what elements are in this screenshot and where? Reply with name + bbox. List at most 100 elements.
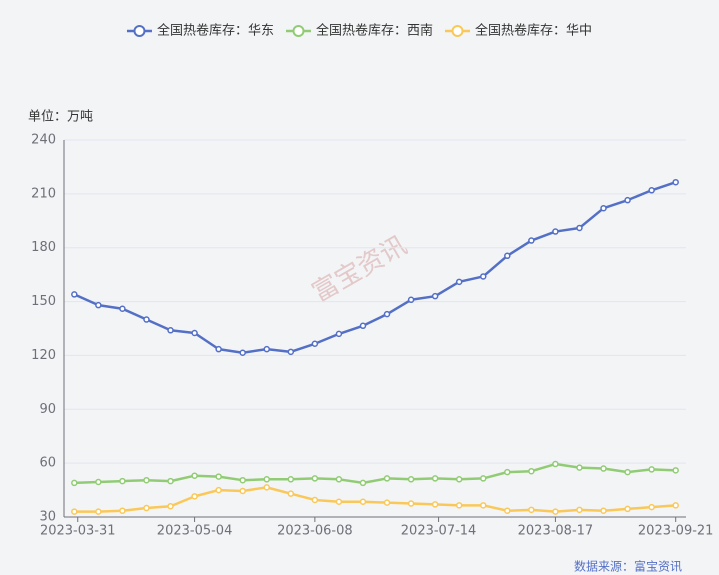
data-point — [191, 472, 198, 479]
data-point — [672, 467, 679, 474]
unit-label: 单位：万吨 — [28, 110, 93, 125]
x-tick-label: 2023-06-08 — [277, 524, 353, 539]
data-point — [383, 475, 391, 482]
series-line — [74, 486, 676, 513]
data-point — [71, 291, 78, 298]
x-tick-label: 2023-05-04 — [157, 524, 233, 539]
data-point — [455, 476, 463, 483]
data-point — [552, 460, 559, 468]
data-point — [287, 476, 295, 483]
watermark: 富宝资讯 — [307, 231, 412, 309]
data-point — [407, 296, 415, 304]
data-point — [335, 330, 343, 338]
data-point — [479, 273, 487, 280]
data-point — [311, 496, 319, 504]
data-point — [528, 467, 535, 475]
data-point — [95, 478, 102, 486]
data-point — [239, 487, 246, 495]
data-point — [143, 476, 150, 484]
data-point — [504, 507, 511, 514]
x-tick-label: 2023-07-14 — [401, 524, 477, 539]
data-point — [191, 329, 198, 337]
data-point — [191, 493, 198, 500]
data-point — [167, 502, 174, 510]
x-tick-label: 2023-03-31 — [40, 524, 116, 539]
x-tick-label: 2023-09-21 — [638, 524, 714, 539]
data-point — [383, 310, 391, 318]
data-point — [431, 475, 439, 482]
y-tick-label: 120 — [31, 348, 56, 363]
data-point — [143, 504, 150, 512]
data-point — [167, 477, 174, 485]
data-point — [335, 476, 343, 483]
data-point — [143, 316, 150, 323]
data-point — [167, 327, 174, 334]
data-point — [648, 503, 655, 511]
y-tick-label: 60 — [39, 456, 56, 471]
data-point — [215, 486, 222, 494]
data-point — [71, 508, 78, 515]
data-point — [95, 508, 102, 515]
y-tick-label: 210 — [31, 186, 56, 201]
data-point — [287, 348, 295, 356]
y-tick-label: 240 — [31, 133, 56, 148]
data-point — [504, 468, 511, 476]
data-point — [504, 252, 511, 260]
data-point — [383, 499, 391, 506]
data-point — [311, 475, 319, 482]
legend-item: 全国热卷库存：西南 — [285, 23, 433, 39]
legend-marker — [451, 25, 464, 37]
data-point — [479, 502, 487, 509]
data-point — [455, 502, 463, 509]
data-point — [528, 506, 535, 514]
data-point — [552, 508, 559, 515]
legend-label: 全国热卷库存：西南 — [316, 23, 433, 39]
legend: 全国热卷库存：华东 全国热卷库存：西南 全国热卷库存：华中 — [126, 23, 592, 39]
data-point — [576, 506, 583, 514]
data-point — [624, 468, 631, 476]
data-point — [624, 505, 631, 513]
data-point — [239, 476, 246, 484]
y-tick-label: 150 — [31, 294, 56, 309]
data-point — [624, 196, 631, 204]
data-point — [648, 466, 655, 473]
legend-marker — [292, 25, 305, 37]
data-point — [359, 322, 367, 330]
data-point — [576, 224, 583, 232]
y-tick-label: 90 — [39, 402, 56, 417]
data-point — [119, 477, 126, 485]
data-point — [407, 476, 415, 483]
data-point — [431, 501, 439, 508]
data-point — [119, 305, 126, 313]
data-point — [215, 345, 222, 353]
data-point — [95, 301, 102, 309]
data-point — [672, 178, 679, 186]
data-point — [479, 475, 487, 482]
data-point — [335, 498, 343, 505]
series-line — [73, 181, 677, 354]
data-point — [455, 278, 463, 286]
data-point — [600, 507, 607, 514]
y-tick-label: 30 — [39, 510, 56, 525]
data-point — [239, 349, 246, 356]
data-point — [71, 479, 78, 487]
legend-label: 全国热卷库存：华东 — [157, 23, 274, 39]
data-point — [119, 507, 126, 514]
data-point — [263, 345, 271, 353]
legend-marker — [133, 25, 146, 37]
data-point — [359, 479, 367, 487]
data-point — [263, 476, 271, 483]
legend-item: 全国热卷库存：华东 — [126, 23, 274, 39]
data-point — [215, 473, 222, 480]
data-point — [552, 228, 559, 235]
data-point — [600, 465, 607, 472]
data-point — [648, 187, 655, 194]
data-point — [600, 204, 607, 212]
data-point — [263, 484, 271, 491]
data-point — [576, 464, 583, 471]
x-tick-label: 2023-08-17 — [518, 524, 594, 539]
data-point — [287, 490, 295, 497]
data-point — [359, 498, 367, 505]
data-point — [431, 292, 439, 300]
